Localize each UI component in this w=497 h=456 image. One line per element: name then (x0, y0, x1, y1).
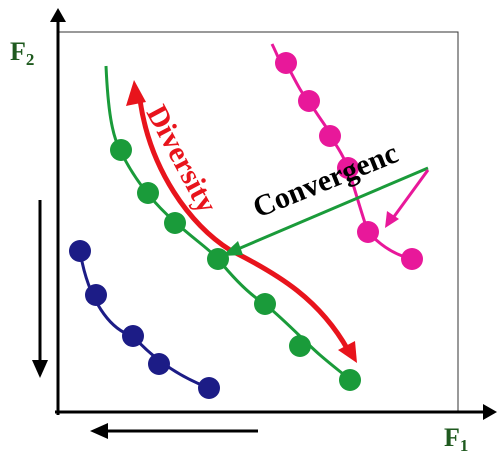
magenta-front-point (319, 125, 341, 147)
green-front-point (254, 293, 276, 315)
x-axis-label-subscript: 1 (460, 436, 469, 455)
y-axis-label: F2 (10, 37, 34, 69)
diversity-arrowhead-bottom (338, 341, 357, 363)
magenta-front-point (337, 157, 359, 179)
y-axis-label-main: F (10, 37, 26, 66)
blue-front-curve (78, 250, 210, 390)
diversity-arrowhead-top (126, 80, 146, 106)
blue-front-point (198, 377, 220, 399)
green-front-point (110, 139, 132, 161)
x-axis-label: F1 (444, 423, 468, 455)
green-front-point (339, 369, 361, 391)
magenta-front (270, 43, 423, 270)
magenta-front-point (275, 52, 297, 74)
magenta-front-point (298, 90, 320, 112)
y-axis-arrowhead (50, 8, 66, 22)
minimize-f1-arrow (90, 423, 258, 439)
green-front-point (207, 248, 229, 270)
convergence-arrow (222, 166, 429, 256)
magenta-front-point (357, 221, 379, 243)
green-front (104, 65, 361, 391)
blue-front-point (85, 284, 107, 306)
green-front-point (164, 212, 186, 234)
x-axis-label-main: F (444, 423, 460, 452)
plot-frame (57, 31, 459, 413)
blue-front-point (148, 353, 170, 375)
blue-front (69, 240, 220, 399)
green-front-point (137, 182, 159, 204)
magenta-front-point (401, 248, 423, 270)
y-axis-label-subscript: 2 (26, 50, 35, 69)
minimize-f2-arrow (32, 200, 48, 378)
x-axis-arrowhead (483, 404, 497, 420)
blue-front-point (69, 240, 91, 262)
blue-front-point (122, 325, 144, 347)
green-front-point (289, 335, 311, 357)
axes (50, 8, 497, 420)
convergence-arrow-magenta (385, 169, 430, 228)
